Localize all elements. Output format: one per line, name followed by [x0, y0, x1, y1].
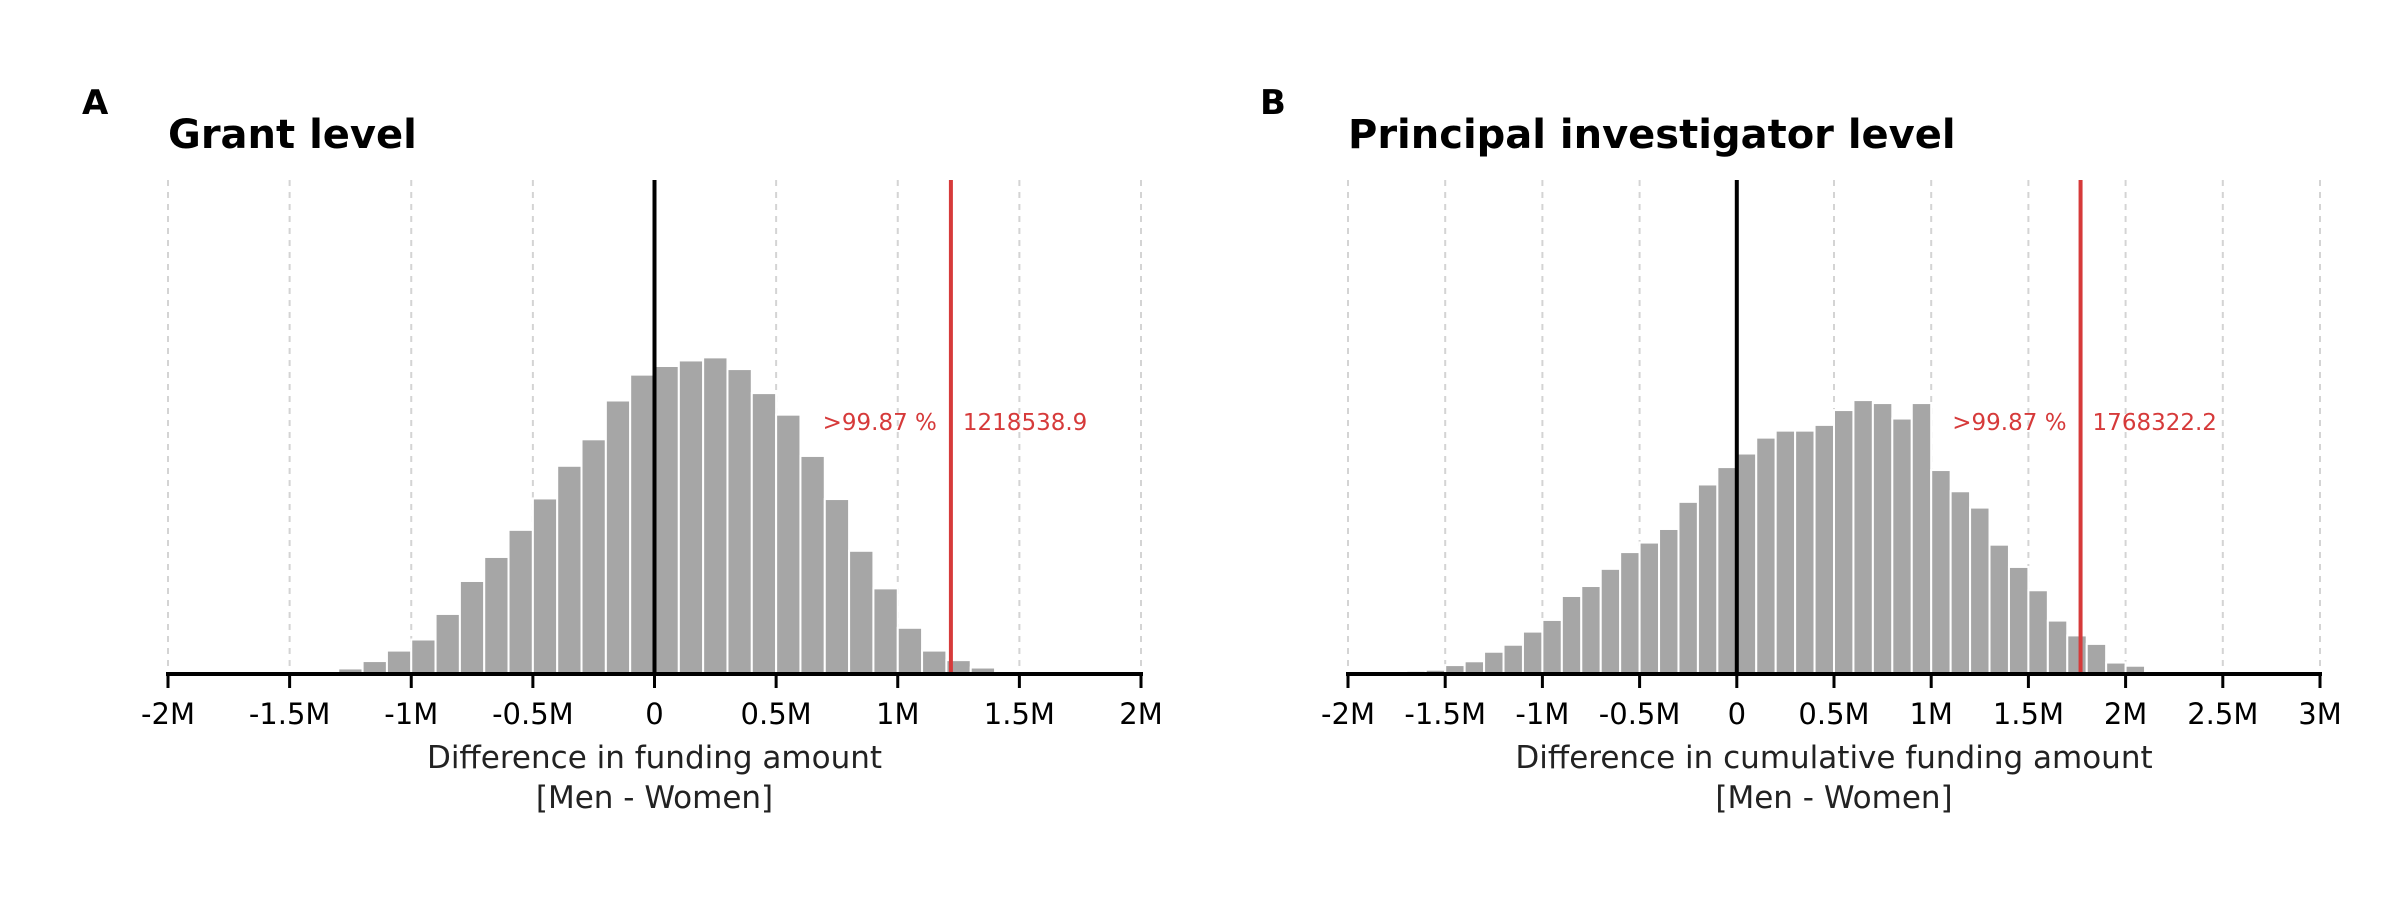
x-tick-label: 2M — [2104, 697, 2147, 731]
histogram-bar — [1969, 506, 1991, 675]
histogram-bar — [1716, 466, 1738, 676]
x-axis-ticks-a: -2M -1.5M -1M -0.5M 0 0.5M 1M 1.5M 2M — [141, 674, 1163, 731]
histogram-bar — [2085, 642, 2108, 675]
panel-title-a: Grant level — [168, 112, 417, 158]
panel-label-b: B — [1260, 83, 1286, 123]
x-tick-label: 0 — [645, 697, 663, 731]
x-axis-title-b: Difference in cumulative funding amount — [1515, 740, 2152, 776]
histogram-bar — [799, 454, 826, 675]
panel-pi-level: B Principal investigator level >99.87 % … — [1260, 83, 2342, 816]
x-tick-label: 0 — [1728, 697, 1746, 731]
x-tick-label: -1.5M — [1404, 697, 1486, 731]
histogram-bar — [1541, 618, 1563, 676]
histogram-bar — [1755, 436, 1777, 675]
x-tick-label: -0.5M — [1599, 697, 1681, 731]
histogram-bar — [556, 464, 583, 675]
histogram-bars-a — [288, 356, 997, 676]
histogram-bar — [1735, 452, 1758, 675]
histogram-bar — [507, 528, 534, 676]
histogram-bar — [1658, 527, 1680, 675]
histogram-bar — [726, 368, 753, 675]
x-tick-label: 0.5M — [741, 697, 812, 731]
histogram-bar — [483, 555, 510, 676]
x-tick-label: 1.5M — [1993, 697, 2064, 731]
histogram-bar — [1891, 417, 1913, 676]
histogram-bar — [1619, 551, 1641, 675]
x-tick-label: -1M — [384, 697, 438, 731]
histogram-bar — [2027, 589, 2049, 676]
histogram-bar — [1560, 594, 1583, 676]
panel-title-b: Principal investigator level — [1348, 112, 1956, 158]
x-axis-subtitle-a: [Men - Women] — [536, 780, 773, 816]
x-axis-subtitle-b: [Men - Women] — [1715, 780, 1952, 816]
histogram-bar — [1852, 399, 1874, 675]
x-tick-label: -0.5M — [492, 697, 574, 731]
x-tick-label: -1.5M — [249, 697, 331, 731]
histogram-bar — [410, 638, 437, 676]
histogram-bar — [1871, 402, 1894, 675]
x-tick-label: 2M — [1119, 697, 1162, 731]
histogram-bar — [1580, 585, 1602, 676]
histogram-bar — [1774, 429, 1797, 675]
histogram-bar — [677, 359, 705, 675]
histogram-bar — [2007, 565, 2030, 675]
histogram-bar — [1910, 402, 1933, 675]
percentile-annotation-b: >99.87 % — [1952, 410, 2066, 436]
x-tick-label: 1.5M — [984, 697, 1055, 731]
histogram-bar — [1833, 409, 1855, 675]
histogram-bar — [1599, 567, 1622, 676]
observed-value-annotation-b: 1768322.2 — [2093, 410, 2217, 436]
histogram-bar — [385, 649, 413, 675]
x-tick-label: 2.5M — [2187, 697, 2258, 731]
observed-value-annotation-a: 1218538.9 — [963, 410, 1087, 436]
percentile-annotation-a: >99.87 % — [823, 410, 937, 436]
x-axis-ticks-b: -2M -1.5M -1M -0.5M 0 0.5M 1M 1.5M 2M 2.5M 3M — [1321, 674, 2342, 731]
histogram-bar — [823, 498, 851, 675]
histogram-bar — [580, 438, 607, 675]
histogram-bar — [629, 373, 656, 675]
x-tick-label: 1M — [1909, 697, 1952, 731]
histogram-bar — [775, 413, 802, 675]
histogram-bar — [1502, 643, 1524, 676]
histogram-bar — [1930, 469, 1952, 675]
x-tick-label: 0.5M — [1798, 697, 1869, 731]
histogram-bar — [921, 649, 948, 675]
histogram-bar — [750, 392, 778, 675]
histogram-bar — [1794, 429, 1816, 675]
x-tick-label: 3M — [2298, 697, 2341, 731]
histogram-bar — [531, 497, 559, 675]
histogram-bar — [434, 612, 461, 676]
histogram-bar — [1521, 630, 1544, 675]
panel-grant-level: A Grant level >99.87 % 1218538.9 -2M -1.5… — [82, 83, 1163, 816]
histogram-bar — [1988, 543, 2010, 675]
histogram-bar — [604, 399, 632, 675]
histogram-bar — [848, 549, 875, 675]
histogram-bar — [702, 356, 729, 675]
histogram-bar — [1949, 490, 1972, 676]
histogram-bar — [872, 587, 899, 675]
histogram-bar — [458, 579, 486, 676]
histogram-bar — [1677, 500, 1699, 675]
panel-label-a: A — [82, 83, 109, 123]
histogram-bar — [1483, 650, 1505, 675]
x-tick-label: -2M — [141, 697, 195, 731]
x-tick-label: 1M — [876, 697, 919, 731]
x-tick-label: -1M — [1515, 697, 1569, 731]
x-tick-label: -2M — [1321, 697, 1375, 731]
histogram-bar — [1696, 483, 1719, 675]
histogram-bar — [1638, 541, 1661, 675]
histogram-bar — [896, 626, 924, 675]
histogram-bar — [653, 365, 680, 675]
histogram-bar — [1813, 423, 1836, 675]
x-axis-title-a: Difference in funding amount — [427, 740, 882, 776]
histogram-bars-b — [1385, 399, 2166, 676]
histogram-bar — [2066, 634, 2088, 676]
histogram-bar — [2046, 619, 2069, 675]
